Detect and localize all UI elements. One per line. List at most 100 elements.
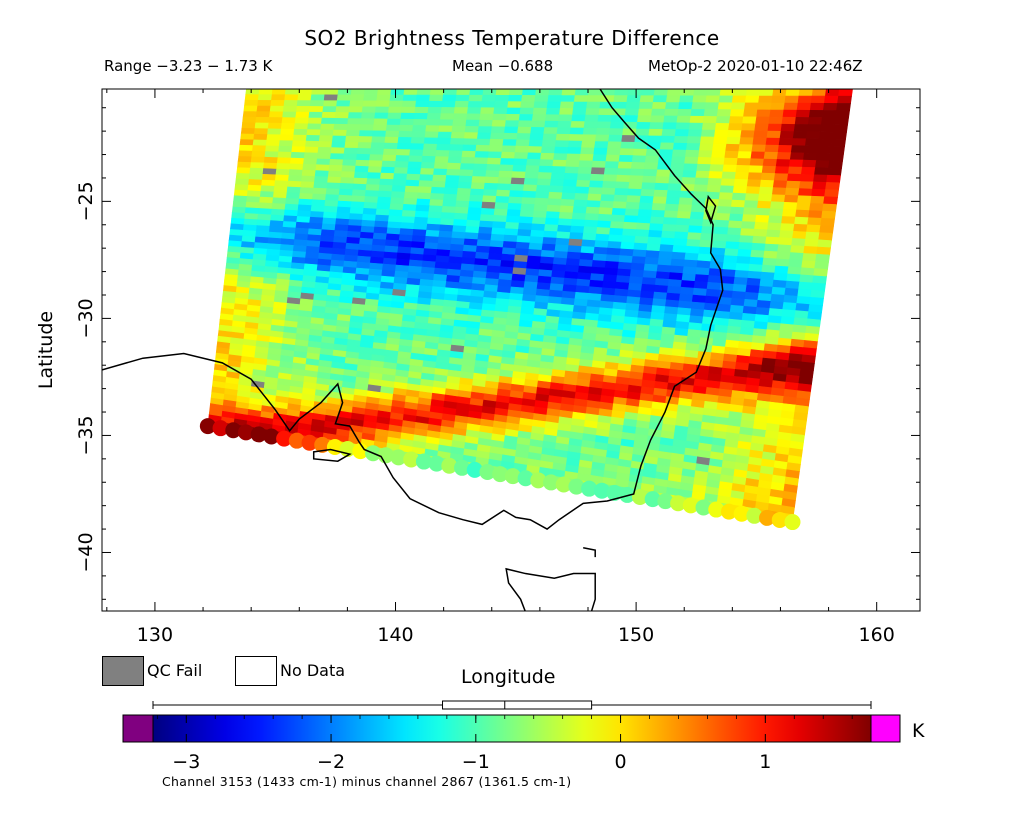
swath-pixel: [423, 248, 438, 257]
swath-pixel: [408, 155, 423, 163]
swath-pixel: [767, 315, 783, 325]
swath-pixel: [721, 171, 737, 180]
mainland-coast: [102, 89, 724, 530]
swath-pixel: [486, 157, 502, 166]
swath-pixel: [796, 202, 811, 211]
swath-pixel: [611, 207, 627, 216]
swath-pixel: [809, 203, 824, 212]
swath-pixel: [763, 250, 778, 260]
swath-pixel: [389, 94, 405, 102]
swath-pixel: [244, 94, 260, 101]
swath-pixel: [757, 102, 772, 111]
swath-pixel: [249, 167, 264, 175]
swath-pixel: [343, 147, 359, 155]
x-tick-label: 150: [618, 624, 654, 646]
swath-pixel: [287, 175, 303, 183]
swath-pixel: [630, 161, 646, 170]
swath-pixel: [569, 232, 584, 241]
swath-pixel: [662, 217, 678, 226]
swath-pixel: [629, 175, 644, 184]
swath-pixel: [525, 165, 540, 173]
swath-pixel: [538, 165, 554, 174]
swath-pixel: [331, 135, 347, 143]
swath-pixel: [605, 254, 621, 263]
swath-pixel: [775, 159, 791, 168]
swath-pixel: [718, 95, 734, 104]
swath-pixel: [815, 160, 830, 169]
swath-pixel: [241, 122, 256, 129]
swath-pixel: [405, 179, 420, 188]
swath-pixel: [444, 181, 460, 189]
swath-pixel: [274, 180, 289, 188]
swath-pixel: [496, 183, 512, 191]
swath-pixel: [534, 95, 550, 103]
swath-pixel: [449, 243, 465, 252]
swath-pixel: [462, 250, 477, 259]
boxplot-box: [442, 700, 593, 710]
swath-pixel: [595, 233, 610, 242]
swath-pixel: [397, 136, 413, 144]
swath-pixel: [712, 143, 727, 152]
swath-pixel: [805, 231, 820, 241]
swath-pixel: [790, 245, 805, 254]
swath-pixel: [609, 221, 625, 230]
swath-pixel: [541, 139, 557, 148]
swath-pixel: [463, 238, 479, 247]
swath-pixel: [759, 89, 774, 97]
swath-pixel: [569, 127, 585, 136]
swath-pixel: [562, 179, 578, 188]
swath-pixel: [697, 253, 713, 262]
swath-pixel: [393, 167, 409, 175]
swath-pixel: [371, 136, 386, 144]
swath-pixel: [790, 145, 806, 154]
swath-pixel: [752, 137, 768, 146]
swath-pixel: [796, 102, 812, 111]
swath-pixel: [789, 152, 805, 161]
swath-pixel: [483, 182, 499, 191]
swath-pixel: [680, 89, 695, 97]
swath-pixel: [442, 199, 457, 208]
swath-pixel: [729, 109, 745, 118]
swath-pixel: [281, 117, 297, 124]
swath-pixel: [461, 150, 477, 159]
swath-pixel: [363, 94, 378, 102]
swath-pixel: [615, 275, 631, 284]
swath-pixel: [814, 167, 829, 176]
swath-pixel: [274, 174, 290, 182]
swath-pixel: [690, 109, 706, 117]
swath-pixel: [642, 270, 658, 279]
swath-pixel: [726, 136, 741, 145]
swath-pixel: [740, 130, 756, 139]
swath-pixel: [283, 215, 298, 223]
swath-pixel: [433, 168, 448, 176]
swath-pixel: [385, 233, 401, 242]
swath-pixel: [340, 177, 355, 185]
swath-pixel: [586, 95, 602, 103]
swath-pixel: [296, 216, 311, 224]
swath-pixel: [687, 232, 702, 241]
swath-pixel: [639, 95, 655, 103]
swath-pixel: [268, 117, 283, 124]
swath-pixel: [264, 151, 279, 159]
swath-pixel: [376, 202, 391, 211]
swath-pixel: [455, 94, 470, 102]
swath-pixel: [816, 246, 831, 256]
swath-pixel: [509, 183, 525, 192]
swath-pixel: [516, 133, 531, 141]
swath-pixel: [531, 120, 546, 128]
swath-pixel: [570, 219, 586, 228]
swath-pixel: [770, 293, 786, 303]
swath-pixel: [413, 222, 428, 231]
swath-pixel: [233, 195, 248, 203]
swath-pixel: [488, 252, 503, 261]
swath-pixel: [399, 118, 415, 126]
swath-pixel: [755, 116, 771, 125]
swath-pixel: [694, 177, 710, 186]
swath-pixel: [442, 89, 458, 96]
swath-pixel: [540, 146, 556, 154]
swath-pixel: [567, 245, 583, 254]
swath-pixel: [401, 210, 417, 218]
swath-pixel: [336, 206, 352, 214]
swath-pixel: [293, 128, 308, 136]
